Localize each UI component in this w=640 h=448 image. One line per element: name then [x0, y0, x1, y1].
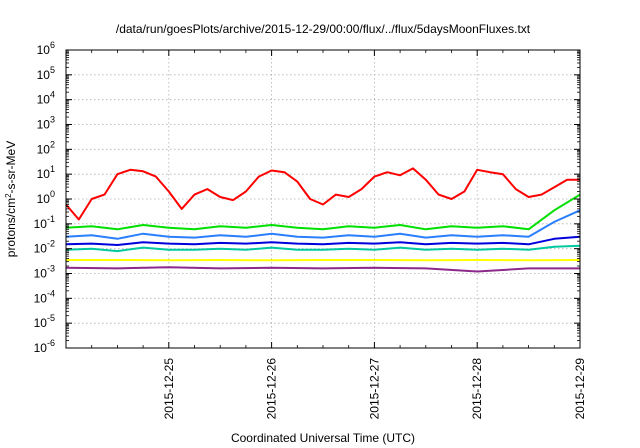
y-tick-label: 10-4	[34, 288, 55, 305]
y-tick-label: 102	[37, 139, 55, 156]
y-tick-label-base: 10	[37, 118, 51, 132]
series-line	[65, 235, 581, 246]
y-tick-label: 105	[37, 65, 55, 82]
y-tick-label: 10-5	[34, 313, 55, 330]
y-tick-label-exp: -4	[47, 288, 55, 298]
x-tick-label: 2015-12-25	[162, 358, 176, 420]
y-tick-label: 104	[37, 90, 55, 107]
y-tick-label-base: 10	[37, 43, 51, 57]
series-line	[65, 266, 580, 273]
y-tick-label-base: 10	[34, 341, 48, 355]
x-tick-label: 2015-12-29	[573, 358, 587, 420]
y-tick-label-exp: 2	[50, 139, 55, 149]
y-tick-label-exp: 3	[50, 115, 55, 125]
y-tick-label-exp: 5	[50, 65, 55, 75]
x-tick-label: 2015-12-27	[367, 358, 381, 420]
y-tick-label: 10-1	[34, 214, 55, 231]
y-tick-label: 101	[37, 164, 55, 181]
series-line	[65, 167, 580, 221]
y-tick-label-base: 10	[34, 242, 48, 256]
y-tick-label-base: 10	[34, 316, 48, 330]
y-axis-label-rest: -s-sr-MeV	[4, 141, 18, 194]
y-tick-label-exp: 1	[50, 164, 55, 174]
y-tick-label-exp: -1	[47, 214, 55, 224]
y-tick-label-base: 10	[37, 68, 51, 82]
series-line	[65, 209, 581, 240]
y-tick-label-base: 10	[34, 217, 48, 231]
x-axis: 2015-12-25 2015-12-26 2015-12-27 2015-12-28…	[91, 50, 587, 420]
x-axis-label: Coordinated Universal Time (UTC)	[231, 431, 415, 445]
series-line	[65, 244, 581, 253]
y-axis: 10-610-510-410-310-210-11001011021031041…	[34, 40, 580, 355]
series-group	[65, 167, 581, 273]
y-tick-label-base: 10	[34, 267, 48, 281]
y-tick-label-exp: 0	[50, 189, 55, 199]
y-tick-label: 100	[37, 189, 55, 206]
y-tick-label-base: 10	[37, 167, 51, 181]
y-tick-label-exp: -6	[47, 338, 55, 348]
y-tick-label-exp: -2	[47, 239, 55, 249]
y-tick-label-base: 10	[37, 192, 51, 206]
y-tick-label-base: 10	[37, 142, 51, 156]
y-tick-label: 106	[37, 40, 55, 57]
y-tick-label-exp: -5	[47, 313, 55, 323]
y-tick-label: 103	[37, 115, 55, 132]
x-tick-label: 2015-12-28	[470, 358, 484, 420]
grid	[66, 50, 580, 348]
y-tick-label-exp: 6	[50, 40, 55, 50]
y-axis-label-base: protons/cm	[4, 198, 18, 257]
x-tick-label: 2015-12-26	[265, 358, 279, 420]
y-tick-label: 10-2	[34, 239, 55, 256]
y-tick-label: 10-6	[34, 338, 55, 355]
y-tick-label-base: 10	[34, 291, 48, 305]
y-axis-label-sup: 2	[4, 193, 13, 198]
y-tick-label-base: 10	[37, 93, 51, 107]
y-tick-label-exp: -3	[47, 264, 55, 274]
chart-title: /data/run/goesPlots/archive/2015-12-29/0…	[116, 22, 531, 36]
y-axis-label: protons/cm2-s-sr-MeV	[4, 141, 18, 257]
series-line	[65, 193, 581, 231]
y-tick-label: 10-3	[34, 264, 55, 281]
y-tick-label-exp: 4	[50, 90, 55, 100]
